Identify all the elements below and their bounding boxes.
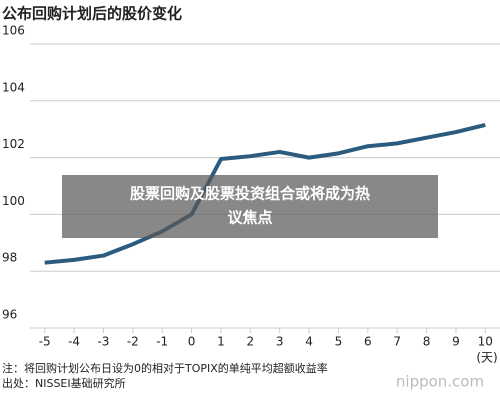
overlay-text: 股票回购及股票投资组合或将成为热 bbox=[130, 185, 370, 203]
x-unit: (天) bbox=[476, 351, 497, 365]
x-tick-label: 6 bbox=[364, 335, 372, 349]
watermark: nippon.com bbox=[396, 373, 484, 391]
note: 注：将回购计划公布日设为0的相对于TOPIX的单纯平均超额收益率 bbox=[2, 361, 328, 375]
y-tick-label: 104 bbox=[2, 80, 25, 94]
x-tick-label: 1 bbox=[217, 335, 225, 349]
note: 出处：NISSEI基础研究所 bbox=[2, 376, 126, 390]
y-tick-label: 98 bbox=[2, 251, 17, 265]
x-tick-label: 3 bbox=[276, 335, 284, 349]
x-tick-label: -2 bbox=[127, 335, 139, 349]
y-tick-label: 96 bbox=[2, 308, 17, 322]
x-tick-label: 10 bbox=[478, 335, 493, 349]
data-line bbox=[44, 122, 486, 265]
overlay-banner bbox=[62, 175, 438, 238]
x-tick-label: 8 bbox=[423, 335, 431, 349]
y-tick-label: 100 bbox=[2, 194, 25, 208]
overlay-text: 议焦点 bbox=[227, 209, 272, 227]
y-tick-label: 106 bbox=[2, 24, 25, 38]
x-tick-label: 0 bbox=[188, 335, 196, 349]
x-tick-label: -1 bbox=[156, 335, 168, 349]
y-tick-label: 102 bbox=[2, 137, 25, 151]
x-tick-label: 4 bbox=[305, 335, 313, 349]
chart-title: 公布回购计划后的股价变化 bbox=[2, 5, 182, 23]
x-tick-label: 2 bbox=[246, 335, 254, 349]
x-tick-label: -4 bbox=[68, 335, 80, 349]
x-tick-label: 9 bbox=[452, 335, 460, 349]
x-tick-label: 7 bbox=[393, 335, 401, 349]
x-tick-label: 5 bbox=[335, 335, 343, 349]
x-tick-label: -5 bbox=[39, 335, 51, 349]
x-tick-label: -3 bbox=[97, 335, 109, 349]
